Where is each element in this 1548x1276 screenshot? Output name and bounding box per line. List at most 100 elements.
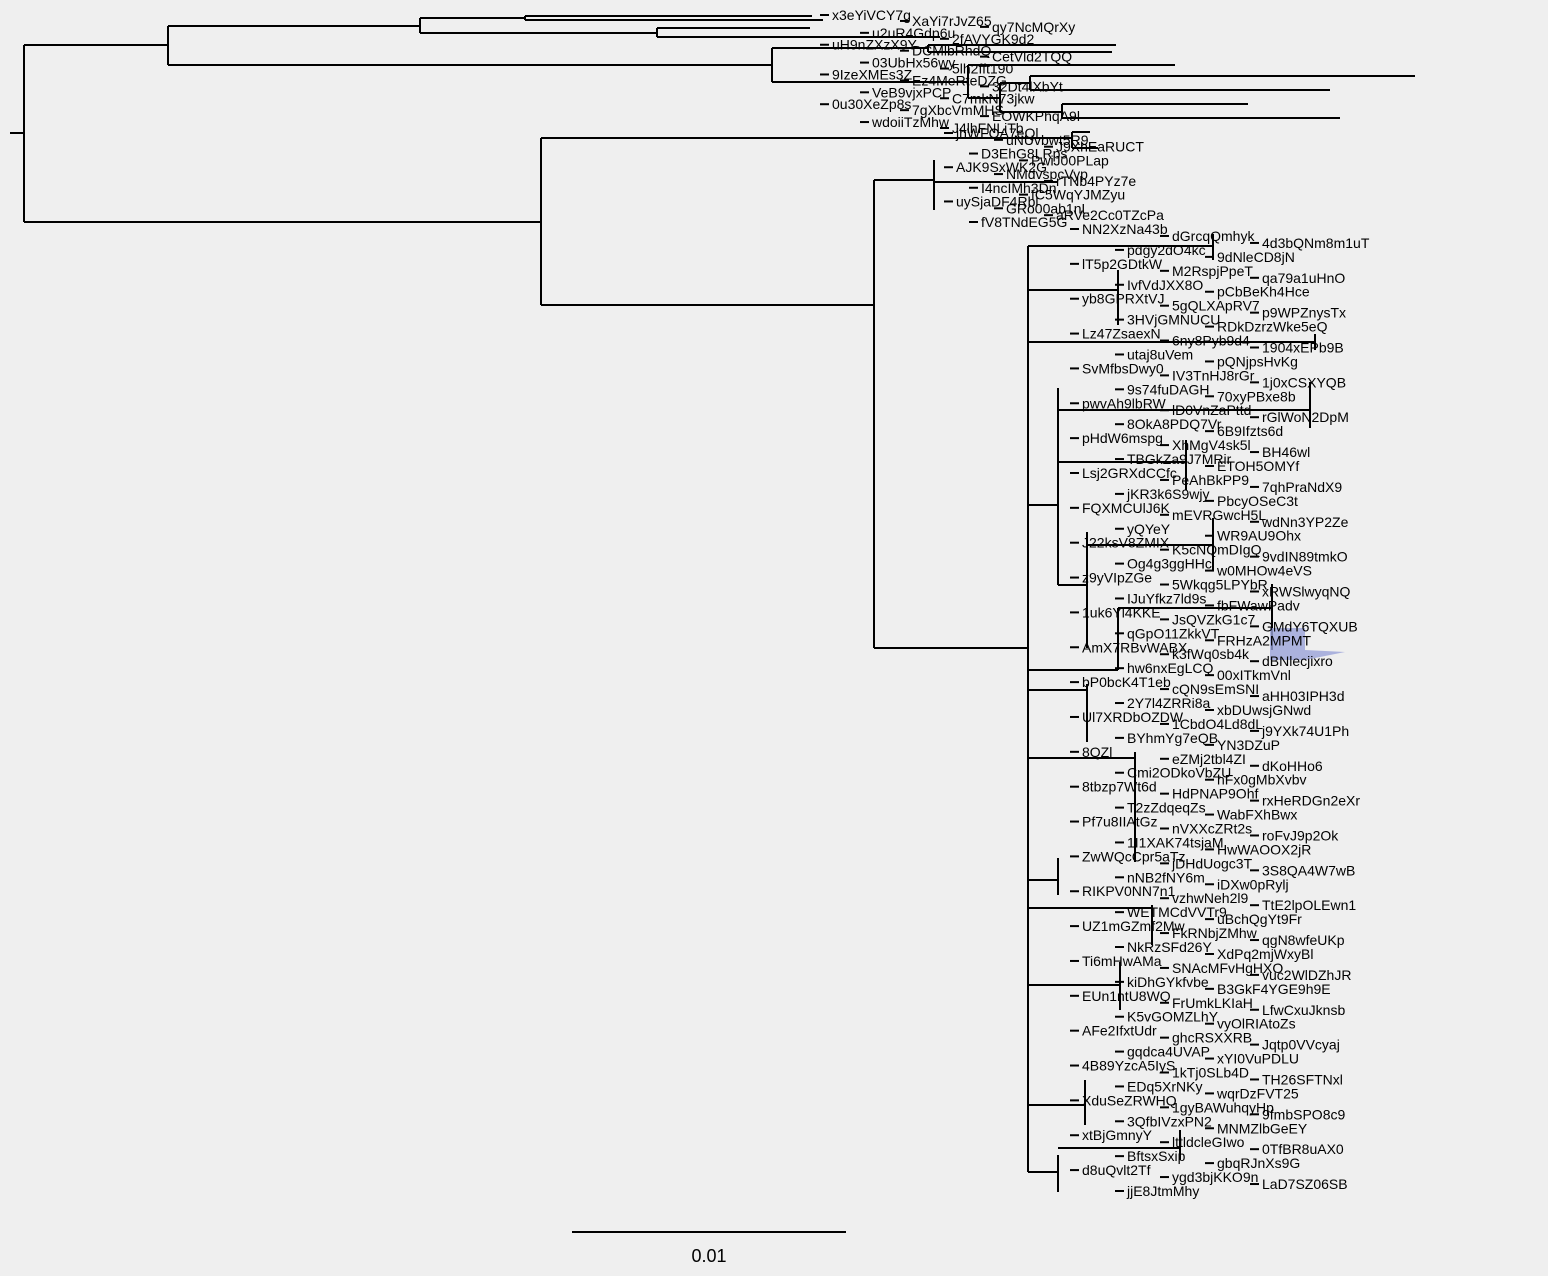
leaf-label: MNMZlbGeEY [1217, 1120, 1308, 1136]
leaf-label: 5lh2fft190 [952, 61, 1013, 77]
leaf-label: z9yVIpZGe [1082, 570, 1152, 586]
leaf-label: EOWKPhqA9l [992, 108, 1080, 124]
leaf-label: PeAhBkPP9 [1172, 472, 1249, 488]
leaf-label: vzhwNeh2l9 [1172, 890, 1248, 906]
leaf-label: 70xyPBxe8b [1217, 388, 1296, 404]
leaf-label: pdgy2dO4kc [1127, 242, 1206, 258]
leaf-label: uNUvbwt5R9 [1006, 132, 1089, 148]
leaf-label: 0u30XeZp8s [832, 96, 911, 112]
leaf-label: IJuYfkz7ld9s [1127, 590, 1206, 606]
leaf-label: bP0bcK4T1eb [1082, 674, 1171, 690]
leaf-label: XduSeZRWHQ [1082, 1092, 1177, 1108]
leaf-label: DCMlbRhdQ [912, 43, 991, 59]
leaf-label: lttldcleGIwo [1172, 1134, 1245, 1150]
leaf-label: 1I1XAK74tsjaM [1127, 834, 1224, 850]
leaf-label: ghcRSXXRB [1172, 1030, 1252, 1046]
leaf-label: Lz47ZsaexN [1082, 326, 1161, 342]
leaf-label: Ez4MeRteDZG [912, 72, 1007, 88]
leaf-label: FkRNbjZMhw [1172, 925, 1258, 941]
leaf-label: TH26SFTNxl [1262, 1071, 1343, 1087]
leaf-label: ETOH5OMYf [1217, 458, 1299, 474]
leaf-label: 6ny8Pyb9d4 [1172, 333, 1250, 349]
leaf-label: J22ksV8ZMIX [1082, 535, 1170, 551]
leaf-label: yb8GPRXtVJ [1082, 291, 1164, 307]
leaf-label: 1904xEPb9B [1262, 340, 1344, 356]
leaf-label: 1CbdO4Ld8dL [1172, 716, 1263, 732]
leaf-label: pHdW6mspg [1082, 430, 1163, 446]
leaf-label: yQYeY [1127, 521, 1171, 537]
leaf-label: hw6nxEgLCQ [1127, 660, 1213, 676]
leaf-label: 5gQLXApRV7 [1172, 298, 1260, 314]
leaf-label: EDq5XrNKy [1127, 1078, 1202, 1094]
highlighted-clade [1270, 628, 1345, 660]
leaf-label: Ul7XRDbOZDW [1082, 709, 1184, 725]
leaf-label: M2RspjPpeT [1172, 263, 1253, 279]
leaf-label: WETMCdVVTr9 [1127, 904, 1227, 920]
leaf-label: T2zZdqeqZs [1127, 800, 1206, 816]
leaf-label: AFe2IfxtUdr [1082, 1023, 1157, 1039]
leaf-label: vyOlRIAtoZs [1217, 1016, 1296, 1032]
leaf-label: 32Dt4lXbYt [992, 78, 1063, 94]
leaf-label: TBGkZa9J7MRir [1127, 451, 1232, 467]
leaf-label: YN3DZuP [1217, 737, 1280, 753]
tree-leaf-labels: x3eYiVCY7g XaYi7rJvZ65 qy7NcMQrXy u2uR4Gdp6… [832, 7, 1370, 1199]
leaf-label: d8uQvlt2Tf [1082, 1162, 1151, 1178]
leaf-label: K5vGOMZLhY [1127, 1009, 1219, 1025]
leaf-label: CetVld2TQQ [992, 49, 1072, 65]
leaf-label: gbqRJnXs9G [1217, 1155, 1300, 1171]
leaf-label: I4ncIMh3Dn [981, 180, 1056, 196]
leaf-label: fC5WqYJMZyu [1031, 187, 1125, 203]
leaf-label: roFvJ9p2Ok [1262, 827, 1339, 843]
leaf-label: LfwCxuJknsb [1262, 1002, 1345, 1018]
leaf-label: NN2XzNa43b [1082, 221, 1168, 237]
leaf-label: w0MHOw4eVS [1216, 563, 1312, 579]
leaf-label: dGrcqQmhyk [1172, 228, 1255, 244]
leaf-label: 8tbzp7Wt6d [1082, 779, 1157, 795]
leaf-label: D3EhG8LRps [981, 146, 1067, 162]
leaf-label: xYI0VuPDLU [1217, 1051, 1299, 1067]
leaf-label: IV3TnHJ8rGr [1172, 367, 1255, 383]
leaf-label: 8QZl [1082, 744, 1112, 760]
leaf-label: 6B9Ifzts6d [1217, 423, 1283, 439]
leaf-label: HdPNAP9Ohf [1172, 786, 1258, 802]
leaf-label: jKR3k6S9wjy [1126, 486, 1209, 502]
leaf-label: uBchQgYt9Fr [1217, 911, 1302, 927]
leaf-label: nNB2fNY6m [1127, 869, 1205, 885]
leaf-label: 1kTj0SLb4D [1172, 1064, 1249, 1080]
leaf-label: 0TfBR8uAX0 [1262, 1141, 1344, 1157]
leaf-label: eZMj2tbl4ZI [1172, 751, 1246, 767]
leaf-label: xtBjGmnyY [1082, 1127, 1153, 1143]
leaf-label: RDkDzrzWke5eQ [1217, 319, 1328, 335]
leaf-label: lT5p2GDtkW [1082, 256, 1163, 272]
leaf-label: rGlWoN2DpM [1262, 409, 1349, 425]
leaf-label: kiDhGYkfvbe [1127, 974, 1209, 990]
leaf-label: 1j0xCSXYQB [1262, 374, 1346, 390]
leaf-label: PbcyOSeC3t [1217, 493, 1298, 509]
leaf-label: BH46wl [1262, 444, 1310, 460]
leaf-label: GMdY6TQXUB [1262, 618, 1358, 634]
leaf-label: EUn1ntU8WQ [1082, 988, 1171, 1004]
leaf-label: gqdca4UVAP [1127, 1044, 1210, 1060]
leaf-label: K5cNQmDIgQ [1172, 542, 1262, 558]
leaf-label: p9WPZnysTx [1262, 305, 1346, 321]
leaf-label: qy7NcMQrXy [992, 19, 1075, 35]
leaf-label: AJK9SxWK2G [956, 159, 1047, 175]
leaf-label: 8OkA8PDQ7Vr [1127, 416, 1222, 432]
leaf-label: 1gyBAWuhqyHp [1172, 1099, 1274, 1115]
leaf-label: x3eYiVCY7g [832, 7, 911, 23]
leaf-label: 7gXbcVmMHS [912, 102, 1004, 118]
leaf-label: VeB9vjxPCP [872, 84, 951, 100]
leaf-label: AmX7RBvWABX [1082, 639, 1188, 655]
tree-branches [10, 14, 1415, 1192]
leaf-label: 3HVjGMNUCU [1127, 312, 1220, 328]
leaf-label: FQXMCUlJ6K [1082, 500, 1171, 516]
leaf-label: IvfVdJXX8O [1127, 277, 1203, 293]
leaf-label: aRVe2Cc0TZcPa [1056, 207, 1164, 223]
leaf-label: XhMgV4sk5l [1172, 437, 1251, 453]
leaf-label: 03UbHx56wy [872, 55, 955, 71]
leaf-label: WR9AU9Ohx [1217, 528, 1301, 544]
leaf-label: jDHdUogc3T [1171, 855, 1253, 871]
leaf-label: 2fAVYGK9d2 [952, 31, 1034, 47]
leaf-label: dBNlecjixro [1262, 653, 1333, 669]
